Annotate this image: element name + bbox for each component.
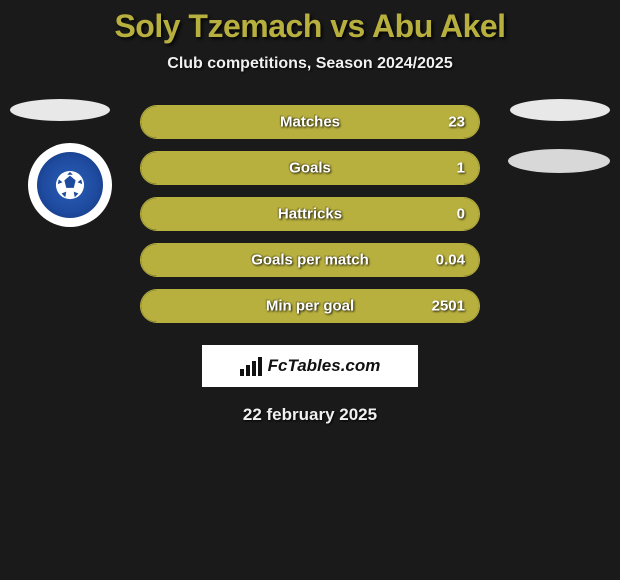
stat-label: Matches bbox=[141, 114, 479, 131]
comparison-subtitle: Club competitions, Season 2024/2025 bbox=[0, 55, 620, 73]
stat-value: 1 bbox=[457, 160, 465, 177]
stat-label: Hattricks bbox=[141, 206, 479, 223]
stat-row: Matches23 bbox=[140, 105, 480, 139]
player-left-head-ellipse bbox=[10, 99, 110, 121]
club-badge-inner bbox=[37, 152, 103, 218]
stat-label: Goals per match bbox=[141, 252, 479, 269]
comparison-title: Soly Tzemach vs Abu Akel bbox=[0, 8, 620, 45]
stat-row: Min per goal2501 bbox=[140, 289, 480, 323]
brand-bars-icon bbox=[240, 357, 262, 376]
stat-label: Min per goal bbox=[141, 298, 479, 315]
stat-value: 2501 bbox=[432, 298, 465, 315]
stat-value: 0 bbox=[457, 206, 465, 223]
stat-rows: Matches23 Goals1 Hattricks0 Goals per match… bbox=[140, 105, 480, 323]
stat-row: Goals1 bbox=[140, 151, 480, 185]
stat-row: Hattricks0 bbox=[140, 197, 480, 231]
brand-box: FcTables.com bbox=[202, 345, 418, 387]
stat-label: Goals bbox=[141, 160, 479, 177]
date-line: 22 february 2025 bbox=[0, 405, 620, 425]
club-badge bbox=[28, 143, 112, 227]
brand-text: FcTables.com bbox=[268, 356, 381, 376]
comparison-area: Matches23 Goals1 Hattricks0 Goals per match… bbox=[0, 105, 620, 425]
soccer-ball-icon bbox=[55, 170, 85, 200]
stat-value: 23 bbox=[448, 114, 465, 131]
player-right-body-ellipse bbox=[508, 149, 610, 173]
stat-row: Goals per match0.04 bbox=[140, 243, 480, 277]
player-right-head-ellipse bbox=[510, 99, 610, 121]
stat-value: 0.04 bbox=[436, 252, 465, 269]
